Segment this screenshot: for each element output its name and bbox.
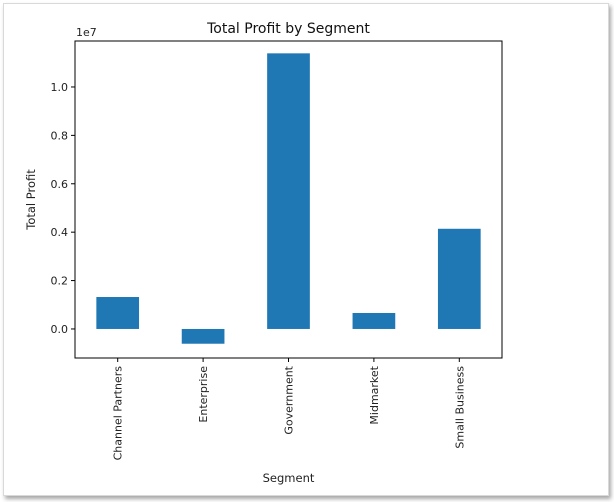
chart-title: Total Profit by Segment <box>206 21 370 37</box>
y-tick-label: 0.8 <box>51 129 69 142</box>
x-tick-label: Small Business <box>453 366 466 449</box>
plot-area-frame <box>74 40 503 359</box>
bar-midmarket <box>352 312 396 329</box>
y-tick-label: 0.0 <box>51 323 69 336</box>
y-axis-ticks: 0.0 0.2 0.4 0.6 0.8 1.0 <box>51 81 75 336</box>
y-axis-label: Total Profit <box>24 169 38 231</box>
x-axis-label: Segment <box>263 471 315 485</box>
bar-enterprise <box>181 328 225 344</box>
y-tick-label: 0.6 <box>51 178 69 191</box>
y-tick-label: 0.2 <box>51 275 69 288</box>
x-tick-label: Enterprise <box>197 366 210 423</box>
bar-channel-partners <box>96 297 140 329</box>
y-tick-label: 0.4 <box>51 226 69 239</box>
bar-small-business <box>437 228 481 329</box>
bar-series <box>96 53 481 344</box>
x-tick-label: Midmarket <box>368 365 381 424</box>
y-tick-label: 1.0 <box>51 81 69 94</box>
bar-government <box>267 53 310 329</box>
x-tick-label: Channel Partners <box>112 366 125 461</box>
figure-frame: Total Profit by Segment 1e7 Total Profit… <box>3 3 609 496</box>
x-axis-ticks: Channel Partners Enterprise Government Midm… <box>112 358 466 461</box>
bar-chart: Total Profit by Segment 1e7 Total Profit… <box>24 21 503 485</box>
y-axis-offset-text: 1e7 <box>76 26 97 39</box>
x-tick-label: Government <box>283 365 296 434</box>
